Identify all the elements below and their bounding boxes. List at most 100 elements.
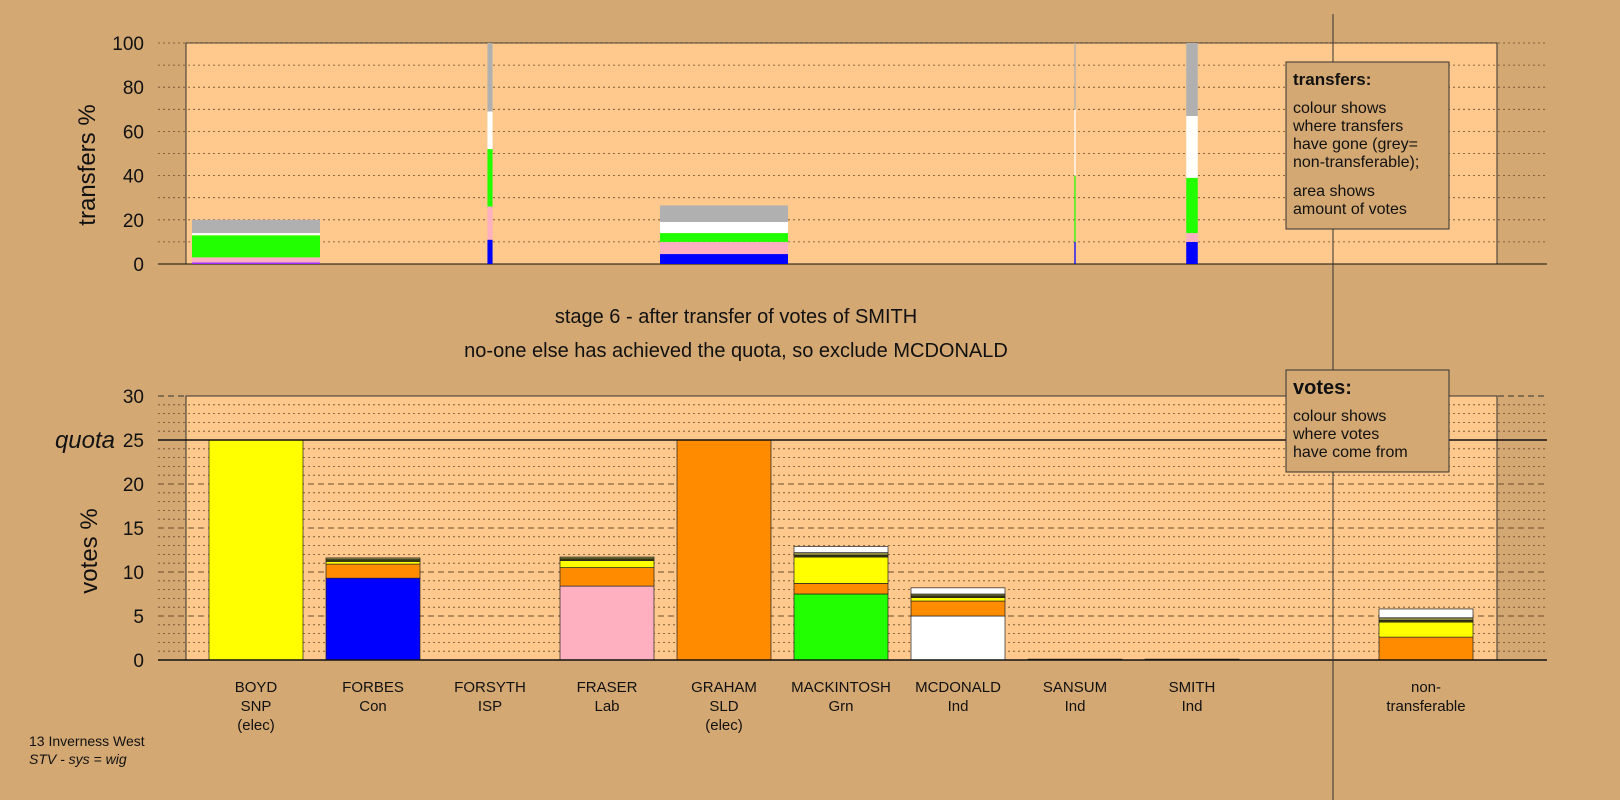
transfers-legend-line: amount of votes — [1293, 201, 1407, 218]
transfer-segment — [660, 254, 788, 264]
y-tick-label: 25 — [123, 431, 144, 452]
stage-action: no-one else has achieved the quota, so e… — [464, 340, 1008, 362]
candidate-status: (elec) — [705, 717, 743, 734]
candidate-name: FORBES — [342, 679, 404, 696]
candidate-name: MCDONALD — [915, 679, 1001, 696]
transfer-segment — [487, 239, 493, 264]
transfer-segment — [1186, 241, 1198, 264]
votes-legend-line: where votes — [1292, 426, 1379, 443]
votes-y-axis-label: votes % — [76, 508, 103, 593]
candidate-name: non- — [1411, 679, 1441, 696]
bar-segment — [793, 556, 889, 584]
transfer-segment — [1186, 115, 1198, 178]
transfer-segment — [1186, 233, 1198, 242]
transfer-segment — [192, 219, 320, 234]
y-tick-label: 0 — [133, 255, 144, 276]
transfer-segment — [192, 257, 320, 263]
candidate-party: Con — [359, 698, 387, 715]
bar-mcdonald — [910, 587, 1006, 661]
candidate-name: SANSUM — [1043, 679, 1107, 696]
transfer-segment — [660, 205, 788, 223]
bar-segment — [559, 567, 655, 587]
bar-segment — [793, 546, 889, 553]
candidate-party: SNP — [241, 698, 272, 715]
y-tick-label: 40 — [123, 167, 144, 188]
transfer-bar-boyd — [192, 219, 320, 264]
transfers-legend-line: have gone (grey= — [1293, 136, 1418, 153]
bar-segment — [793, 583, 889, 595]
votes-legend: votes: colour shows where votes have com… — [1285, 369, 1450, 473]
candidate-party: Ind — [948, 698, 969, 715]
transfers-legend-line: area shows — [1293, 183, 1375, 200]
transfers-legend-title: transfers: — [1293, 70, 1371, 89]
candidate-party: Lab — [594, 698, 619, 715]
transfer-segment — [660, 241, 788, 255]
transfer-segment — [1186, 177, 1198, 234]
bar-segment — [910, 597, 1006, 602]
transfers-chart: 0 20 40 60 80 100 transfers % — [74, 34, 1547, 276]
votes-legend-title: votes: — [1293, 377, 1352, 399]
bar-segment — [910, 615, 1006, 661]
stage-description: stage 6 - after transfer of votes of SMI… — [555, 306, 917, 328]
bar-segment — [1378, 608, 1474, 619]
votes-chart: 0 5 10 15 20 25 30 quota BOYD SNP (elec) FORBES Co… — [55, 387, 1547, 734]
transfers-legend-box — [1285, 61, 1450, 230]
bar-segment — [676, 439, 772, 661]
bar-segment — [910, 600, 1006, 617]
transfer-segment — [192, 235, 320, 258]
transfer-segment — [487, 206, 493, 240]
transfers-legend: transfers: colour shows where transfers … — [1285, 61, 1450, 230]
bar-segment — [325, 561, 421, 565]
candidate-name: BOYD — [235, 679, 278, 696]
bar-segment — [910, 587, 1006, 595]
candidate-name: GRAHAM — [691, 679, 757, 696]
transfer-segment — [1074, 175, 1076, 242]
candidate-status: (elec) — [237, 717, 275, 734]
transfer-segment — [487, 149, 493, 207]
bar-segment — [325, 563, 421, 579]
transfers-y-ticks: 0 20 40 60 80 100 — [112, 34, 144, 276]
candidate-name: FORSYTH — [454, 679, 526, 696]
candidate-party: Grn — [828, 698, 853, 715]
votes-legend-line: colour shows — [1293, 408, 1386, 425]
candidate-name: SMITH — [1169, 679, 1216, 696]
votes-legend-box — [1285, 369, 1450, 473]
candidate-labels: BOYD SNP (elec) FORBES Con FORSYTH ISP FRASER La… — [235, 679, 1466, 734]
constituency-label: 13 Inverness West — [29, 733, 145, 749]
bar-segment — [559, 556, 655, 560]
bar-boyd — [208, 439, 304, 661]
transfer-segment — [660, 233, 788, 242]
transfer-segment — [1074, 43, 1076, 110]
bar-segment — [1378, 621, 1474, 638]
y-tick-label: 80 — [123, 78, 144, 99]
y-tick-label: 5 — [133, 607, 144, 628]
transfer-segment — [192, 262, 320, 264]
candidate-name: MACKINTOSH — [791, 679, 891, 696]
transfers-gridlines — [158, 42, 1547, 265]
transfer-segment — [1074, 241, 1076, 264]
bar-fraser — [559, 556, 655, 661]
quota-label: quota — [55, 427, 115, 454]
transfer-segment — [487, 111, 493, 150]
votes-legend-line: have come from — [1293, 444, 1408, 461]
bar-segment — [325, 577, 421, 661]
transfer-segment — [1186, 43, 1198, 116]
transfer-bar-smith — [1186, 43, 1198, 264]
transfer-bar-forsyth — [487, 43, 493, 264]
system-label: STV - sys = wig — [29, 751, 127, 767]
transfers-legend-line: colour shows — [1293, 100, 1386, 117]
bar-graham — [676, 439, 772, 661]
transfers-y-axis-label: transfers % — [74, 104, 101, 225]
y-tick-label: 20 — [123, 211, 144, 232]
transfer-segment — [487, 43, 493, 112]
y-tick-label: 0 — [133, 651, 144, 672]
candidate-party: ISP — [478, 698, 502, 715]
candidate-name: FRASER — [577, 679, 638, 696]
candidate-party: transferable — [1386, 698, 1465, 715]
transfers-legend-line: non-transferable); — [1293, 154, 1419, 171]
transfer-segment — [1074, 109, 1076, 176]
bar-segment — [559, 560, 655, 568]
candidate-party: SLD — [709, 698, 738, 715]
candidate-party: Ind — [1065, 698, 1086, 715]
